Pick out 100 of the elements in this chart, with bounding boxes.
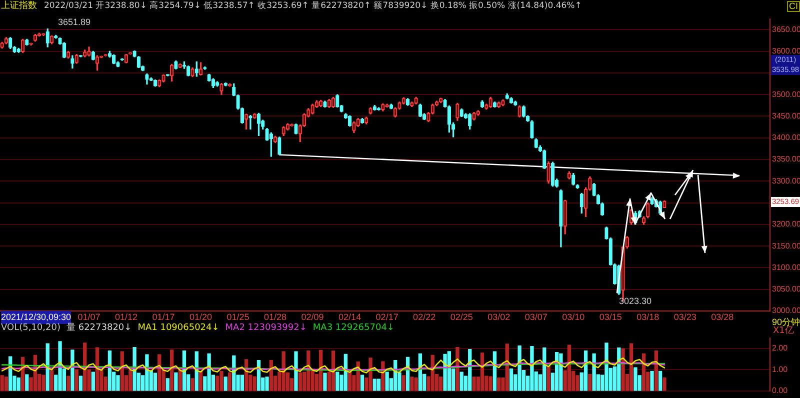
bar: [567, 344, 572, 391]
candlestick: [376, 107, 381, 110]
bar: [50, 370, 54, 391]
x-tick-label: 01/25: [226, 312, 250, 322]
candlestick: [509, 97, 514, 104]
bar: [74, 369, 78, 391]
bar: [198, 370, 203, 391]
candlestick: [46, 28, 50, 48]
candlestick: [70, 55, 74, 68]
candlestick: [650, 197, 654, 205]
x-tick-label: 03/15: [599, 312, 622, 322]
bar: [492, 351, 497, 391]
candlestick: [319, 100, 323, 108]
candlestick: [472, 112, 476, 120]
candlestick: [468, 113, 472, 130]
y-tick-label: 0.00: [772, 386, 788, 396]
candlestick: [220, 82, 224, 95]
candlestick: [456, 102, 460, 121]
candlestick: [278, 136, 282, 156]
candlestick: [567, 171, 572, 180]
bar: [546, 366, 550, 391]
bar: [410, 376, 414, 391]
bar: [224, 376, 228, 391]
bar: [116, 375, 120, 391]
candlestick: [336, 94, 340, 108]
bar: [472, 376, 476, 391]
bar: [66, 376, 70, 391]
annotation: 3651.89: [58, 16, 91, 29]
bar: [414, 377, 418, 391]
y-tick-label: 1.00: [772, 364, 788, 374]
candlestick: [480, 100, 484, 108]
bar: [348, 372, 352, 391]
bar: [530, 346, 534, 391]
candlestick: [406, 98, 410, 106]
candlestick: [186, 66, 190, 76]
bar: [662, 377, 666, 391]
candlestick: [282, 126, 286, 136]
bar: [443, 354, 447, 391]
candlestick: [518, 105, 522, 118]
bar: [42, 374, 46, 391]
candlestick: [414, 96, 418, 104]
x-tick-label: 01/28: [264, 312, 287, 322]
candlestick: [550, 162, 554, 187]
bar: [509, 368, 514, 391]
candlestick: [662, 200, 666, 208]
bar: [642, 353, 646, 391]
bar: [372, 378, 376, 391]
chart-subtitle: 2022/03/21 开3238.80↓ 高3254.79↓ 低3238.57↑ 收3253.69↑ 量62273820↑ 额7839920↓ 换0.18% 振0.50% 涨(14.84)0.46%↑: [44, 0, 583, 12]
bar: [91, 372, 95, 391]
candlestick: [323, 100, 327, 108]
bar: [604, 342, 608, 391]
legend-title: VOL(5,10,20): [1, 323, 60, 333]
bar: [497, 377, 501, 391]
candlestick: [381, 103, 385, 112]
candlestick: [530, 120, 534, 139]
bar: [368, 358, 372, 391]
bar: [166, 378, 170, 391]
bar: [323, 372, 327, 391]
bar: [78, 376, 83, 391]
candlestick: [310, 104, 314, 114]
bar: [282, 351, 286, 391]
candlestick: [559, 189, 563, 248]
x-tick-label: 02/17: [376, 312, 398, 322]
bar: [629, 343, 634, 391]
candlestick: [136, 56, 141, 68]
text: MA3 129265704↓: [312, 323, 394, 333]
candlestick: [352, 122, 356, 133]
bar: [592, 353, 596, 391]
bar: [650, 370, 654, 391]
candlestick: [514, 100, 518, 106]
bar: [518, 346, 522, 391]
candlestick: [576, 184, 580, 189]
bar: [70, 350, 74, 391]
candlestick: [244, 114, 248, 130]
bar: [460, 372, 464, 391]
x-tick-label: 03/28: [711, 312, 734, 322]
bar: [170, 350, 174, 391]
candlestick: [29, 42, 33, 46]
chart-title: 上证指数: [1, 0, 37, 12]
bar: [542, 347, 546, 391]
text: 2021/12/30,09:30: [1, 311, 72, 324]
bar: [265, 376, 269, 391]
bar: [488, 376, 492, 391]
x-tick-label: 03/02: [488, 312, 510, 322]
x-tick-label: 02/14: [338, 312, 362, 322]
bar: [25, 374, 29, 391]
candlestick: [74, 54, 78, 64]
bar: [360, 374, 364, 391]
x-tick-label: 01/17: [152, 312, 175, 322]
x-tick-label: 02/22: [413, 312, 436, 322]
bar: [16, 377, 20, 391]
bar: [240, 374, 244, 391]
candlestick: [25, 38, 29, 46]
candlestick: [625, 236, 630, 249]
candlestick: [273, 136, 278, 143]
bar: [120, 351, 124, 391]
x-tick-label: 03/18: [636, 312, 660, 322]
candlestick: [145, 73, 149, 84]
candlestick: [265, 128, 269, 141]
candlestick: [290, 124, 294, 126]
